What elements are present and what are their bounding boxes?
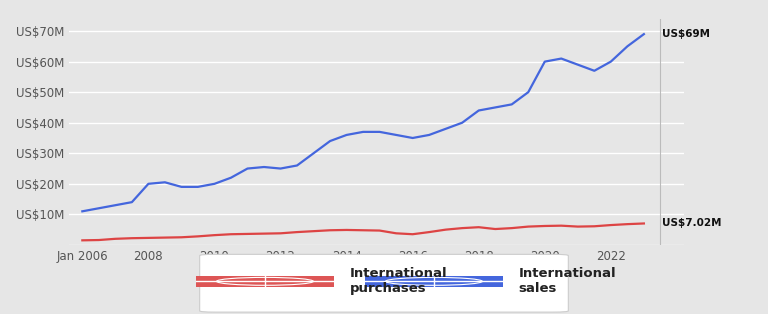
Text: International
purchases: International purchases — [349, 267, 447, 295]
FancyBboxPatch shape — [196, 276, 334, 287]
FancyBboxPatch shape — [200, 254, 568, 312]
Text: International
sales: International sales — [518, 267, 616, 295]
Text: US$69M: US$69M — [662, 29, 710, 39]
Text: US$7.02M: US$7.02M — [662, 219, 722, 229]
FancyBboxPatch shape — [365, 276, 503, 287]
